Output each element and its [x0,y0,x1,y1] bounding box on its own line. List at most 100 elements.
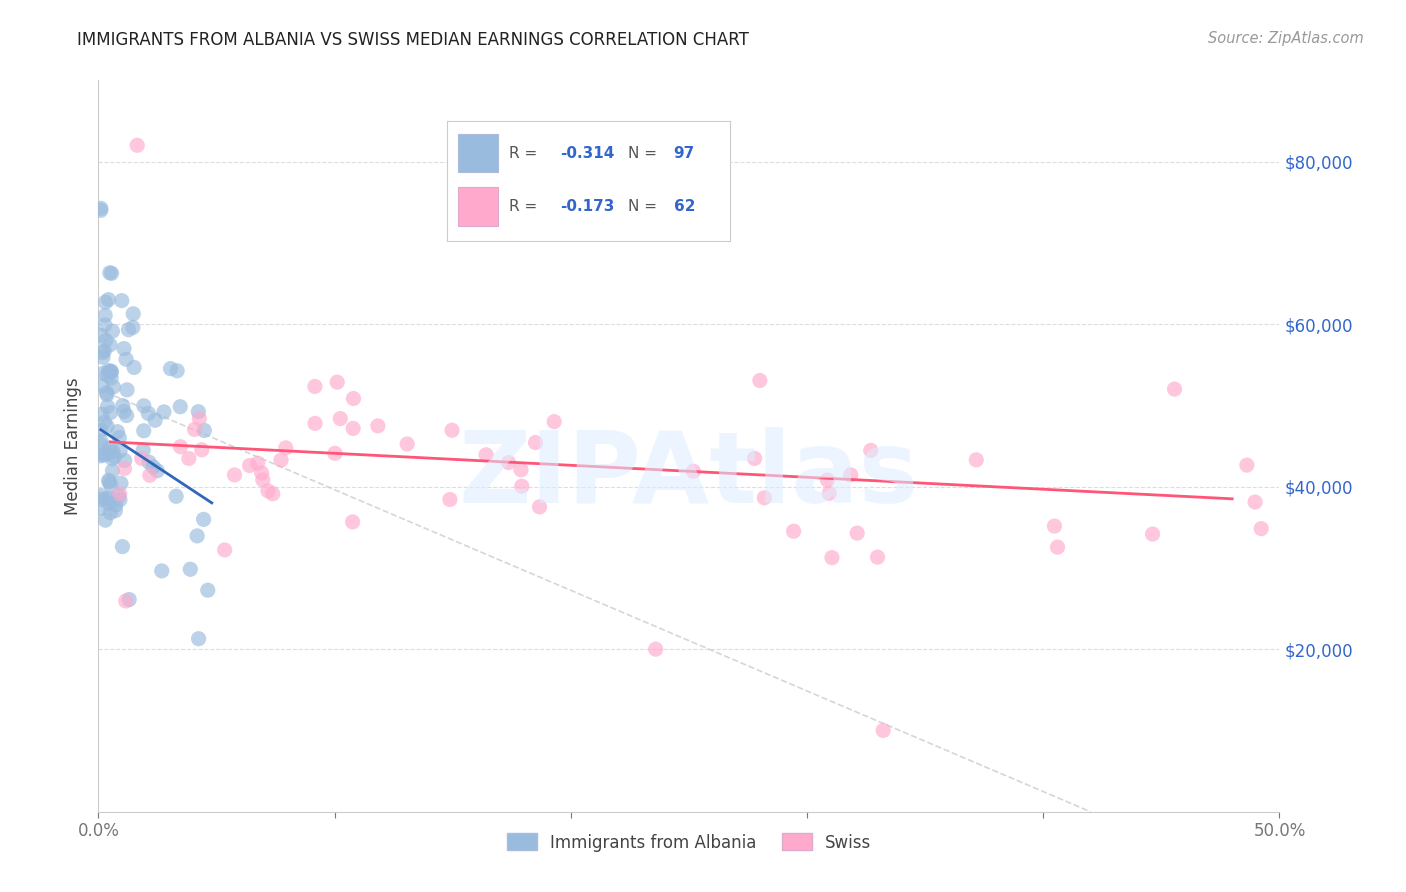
Point [90,424,112,438]
Point [96,387,118,401]
Point [250,466,273,480]
Point [257,483,280,498]
Point [96,400,118,414]
Point [744,451,766,466]
Point [90,489,112,503]
Point [111,540,134,554]
Point [169,440,191,454]
Point [188,411,211,425]
Point [159,361,181,376]
Point [214,543,236,558]
Point [101,451,124,466]
Point [112,404,135,418]
Point [131,451,153,466]
Point [108,487,131,501]
Point [440,423,463,437]
Point [821,550,844,565]
Point [115,383,138,397]
Point [543,415,565,429]
Point [183,422,205,436]
Point [115,352,138,367]
Point [94,295,117,310]
Point [91,379,114,393]
Point [90,449,112,463]
Point [94,513,117,527]
Point [239,458,262,473]
Point [1244,495,1267,509]
Point [93,366,115,380]
Point [108,492,131,507]
Point [396,437,419,451]
Point [304,379,326,393]
Point [90,501,112,516]
Point [748,374,770,388]
Point [98,441,121,455]
Point [97,473,120,487]
Point [96,385,118,400]
Point [100,365,122,379]
Point [98,365,121,379]
Point [817,473,839,487]
Point [90,492,112,507]
Point [101,464,124,478]
Point [101,324,124,338]
Point [439,492,461,507]
Point [342,421,364,435]
Point [1142,527,1164,541]
Point [107,425,129,439]
Point [94,318,117,332]
Point [97,364,120,378]
Point [143,413,166,427]
Point [1250,522,1272,536]
Point [114,594,136,608]
Point [150,564,173,578]
Point [165,489,187,503]
Point [166,364,188,378]
Point [866,550,889,565]
Point [100,364,122,378]
Point [1236,458,1258,472]
Point [100,406,122,420]
Point [107,489,129,503]
Point [510,479,533,493]
Point [91,351,114,365]
Point [91,345,114,359]
Point [101,444,124,458]
Point [98,445,121,459]
Point [97,496,120,510]
Point [98,338,121,352]
Text: ZIPAtlas: ZIPAtlas [458,426,920,524]
Point [872,723,894,738]
Point [94,448,117,462]
Point [475,448,498,462]
Point [153,405,176,419]
Point [97,475,120,489]
Point [326,375,349,389]
Point [329,411,352,425]
Point [846,526,869,541]
Text: Source: ZipAtlas.com: Source: ZipAtlas.com [1208,31,1364,46]
Point [498,456,520,470]
Point [112,342,135,356]
Point [98,506,121,520]
Point [139,468,162,483]
Point [97,293,120,307]
Point [187,405,209,419]
Point [96,419,118,434]
Point [94,334,117,348]
Point [115,409,138,423]
Point [644,642,666,657]
Point [118,592,141,607]
Point [90,438,112,452]
Point [138,455,160,469]
Point [304,417,326,431]
Point [94,309,117,323]
Point [529,500,551,514]
Point [146,464,169,478]
Point [193,512,215,526]
Point [132,399,155,413]
Point [103,450,125,464]
Point [270,453,292,467]
Point [127,138,149,153]
Point [93,343,115,358]
